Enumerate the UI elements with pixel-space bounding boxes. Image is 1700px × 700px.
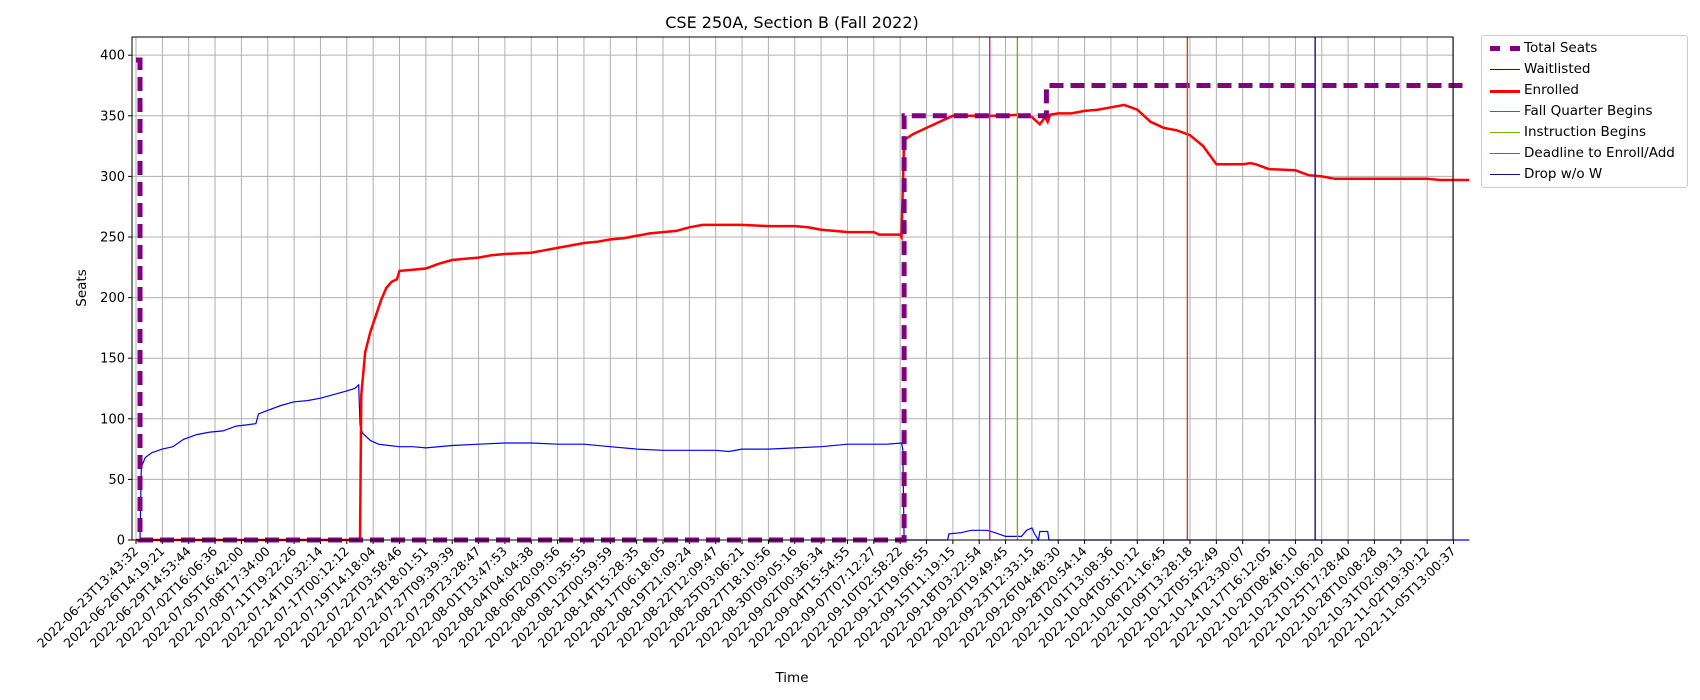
y-tick-label: 250 — [100, 230, 125, 245]
legend-item: Deadline to Enroll/Add — [1482, 143, 1687, 164]
x-axis-label: Time — [774, 670, 808, 686]
legend-item: Enrolled — [1482, 80, 1687, 101]
y-axis: 0 50 100 150 200 250 300 350 400 — [100, 49, 132, 549]
y-tick-label: 350 — [100, 109, 125, 124]
plot-frame — [131, 36, 1454, 541]
legend-item: Drop w/o W — [1482, 164, 1687, 185]
y-tick-label: 300 — [100, 170, 125, 185]
y-tick-label: 400 — [100, 49, 125, 64]
x-axis: 2022-06-23T13:43:322022-06-26T14:19:2120… — [34, 540, 1459, 651]
legend-label: Enrolled — [1524, 82, 1579, 98]
y-tick-label: 100 — [100, 412, 125, 427]
legend-label: Deadline to Enroll/Add — [1524, 145, 1675, 161]
legend-label: Instruction Begins — [1524, 124, 1647, 140]
legend-label: Total Seats — [1524, 40, 1598, 56]
legend: Total Seats Waitlisted Enrolled Fall Quarte… — [1481, 35, 1688, 188]
legend-swatch — [1490, 69, 1520, 71]
y-tick-label: 50 — [108, 473, 125, 488]
legend-item: Fall Quarter Begins — [1482, 101, 1687, 122]
legend-swatch — [1490, 111, 1520, 113]
legend-item: Waitlisted — [1482, 59, 1687, 80]
legend-label: Waitlisted — [1524, 61, 1591, 77]
y-tick-label: 150 — [100, 352, 125, 367]
legend-item: Total Seats — [1482, 38, 1687, 59]
y-axis-label: Seats — [74, 269, 90, 306]
chart-title: CSE 250A, Section B (Fall 2022) — [665, 13, 919, 32]
legend-swatch — [1490, 90, 1520, 93]
grid — [132, 37, 1454, 541]
legend-label: Fall Quarter Begins — [1524, 103, 1653, 119]
legend-label: Drop w/o W — [1524, 166, 1603, 182]
y-tick-label: 200 — [100, 291, 125, 306]
legend-swatch — [1490, 46, 1520, 51]
series-total-seats-line — [136, 57, 1470, 543]
legend-swatch — [1490, 174, 1520, 176]
series-enrolled-line — [136, 103, 1470, 542]
y-tick-label: 0 — [117, 534, 125, 549]
legend-swatch — [1490, 153, 1520, 155]
legend-item: Instruction Begins — [1482, 122, 1687, 143]
series-layer — [136, 37, 1470, 543]
legend-swatch — [1490, 132, 1520, 134]
series-waitlisted-line — [136, 383, 1470, 542]
